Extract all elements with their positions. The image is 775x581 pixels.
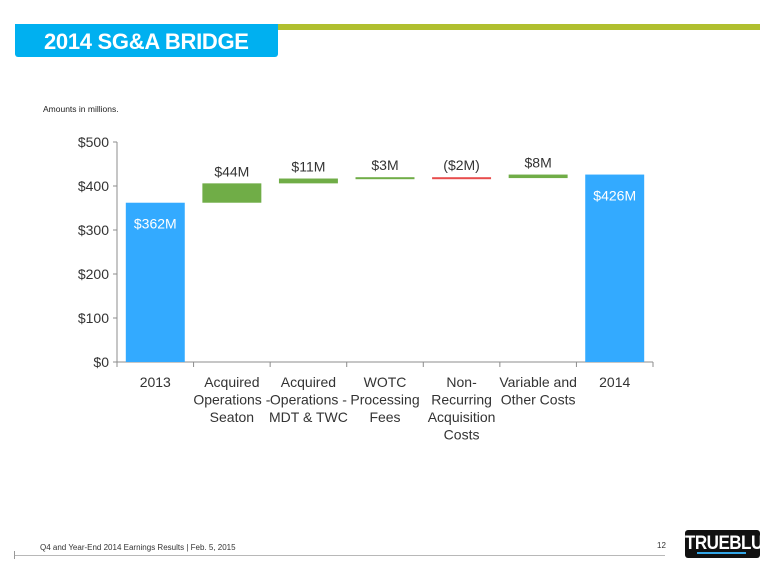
bar-increase xyxy=(508,174,568,179)
x-category-label-line: Costs xyxy=(444,427,480,443)
footer-text: Q4 and Year-End 2014 Earnings Results | … xyxy=(40,543,236,552)
bar-increase xyxy=(278,178,338,184)
trueblue-logo: TRUEBLUE xyxy=(685,530,774,558)
x-category-label-line: 2013 xyxy=(140,374,171,390)
x-category-label-line: Acquisition xyxy=(428,409,496,425)
amounts-note: Amounts in millions. xyxy=(43,104,119,114)
bar-decrease xyxy=(432,177,492,180)
data-label: ($2M) xyxy=(443,157,480,173)
x-category-label-line: Recurring xyxy=(431,392,492,408)
logo-underline xyxy=(697,552,746,554)
x-category-label: Variable and Other Costs xyxy=(499,374,577,408)
x-category-label: Non- Recurring Acquisition Costs xyxy=(428,374,496,443)
data-label: $8M xyxy=(525,155,552,171)
x-category-label: Acquired Operations -MDT & TWC xyxy=(269,374,348,425)
y-tick-label: $400 xyxy=(78,178,109,194)
x-category-label-line: Non- xyxy=(446,374,477,390)
data-label: $426M xyxy=(593,188,636,204)
accent-line xyxy=(278,24,760,30)
x-category-label-line: Acquired xyxy=(281,374,336,390)
footer-divider xyxy=(15,555,665,556)
bar-increase xyxy=(355,177,415,180)
y-tick-label: $100 xyxy=(78,310,109,326)
data-label: $44M xyxy=(214,163,249,179)
y-tick-label: $300 xyxy=(78,222,109,238)
data-labels: $362M $44M $11M $3M ($2M) $8M $426M xyxy=(134,155,636,232)
y-tick-label: $0 xyxy=(93,354,109,370)
x-category-label-line: Processing xyxy=(350,392,419,408)
data-label: $3M xyxy=(371,157,398,173)
logo-text: TRUEBLUE xyxy=(685,531,774,554)
y-tick-label: $200 xyxy=(78,266,109,282)
data-label: $362M xyxy=(134,216,177,232)
x-category-label-line: Variable and xyxy=(499,374,577,390)
x-category-label-line: Operations - xyxy=(193,392,270,408)
x-category-label: 2013 xyxy=(140,374,171,390)
x-category-label: Acquired Operations -Seaton xyxy=(193,374,270,425)
page-title: 2014 SG&A BRIDGE xyxy=(44,29,249,54)
x-category-label-line: Seaton xyxy=(210,409,254,425)
x-category-label-line: Operations - xyxy=(270,392,347,408)
x-category-label-line: Other Costs xyxy=(501,392,576,408)
data-label: $11M xyxy=(291,159,325,175)
bars xyxy=(125,174,645,362)
x-category-label-line: 2014 xyxy=(599,374,630,390)
x-category-label: WOTC Processing Fees xyxy=(350,374,419,425)
bar-total xyxy=(125,202,185,362)
bar-increase xyxy=(202,183,262,203)
bar-total xyxy=(585,174,645,362)
title-banner xyxy=(15,24,278,57)
x-category-label-line: WOTC xyxy=(364,374,407,390)
footer-tick xyxy=(14,551,15,559)
x-category-label-line: Fees xyxy=(369,409,400,425)
page-number: 12 xyxy=(657,541,666,550)
x-category-label-line: MDT & TWC xyxy=(269,409,348,425)
x-category-label: 2014 xyxy=(599,374,630,390)
y-tick-label: $500 xyxy=(78,134,109,150)
y-axis: $0 $100 $200 $300 $400 $500 xyxy=(78,134,118,370)
x-category-label-line: Acquired xyxy=(204,374,259,390)
